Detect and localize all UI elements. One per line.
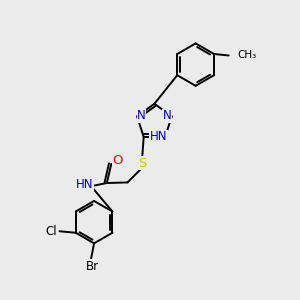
Text: Br: Br [86,260,99,272]
Text: S: S [138,157,146,170]
Text: CH₃: CH₃ [237,50,256,61]
Text: HN: HN [76,178,93,191]
Text: Cl: Cl [46,225,57,238]
Text: HN: HN [150,130,167,143]
Text: N: N [162,109,171,122]
Text: N: N [137,109,146,122]
Text: O: O [112,154,123,167]
